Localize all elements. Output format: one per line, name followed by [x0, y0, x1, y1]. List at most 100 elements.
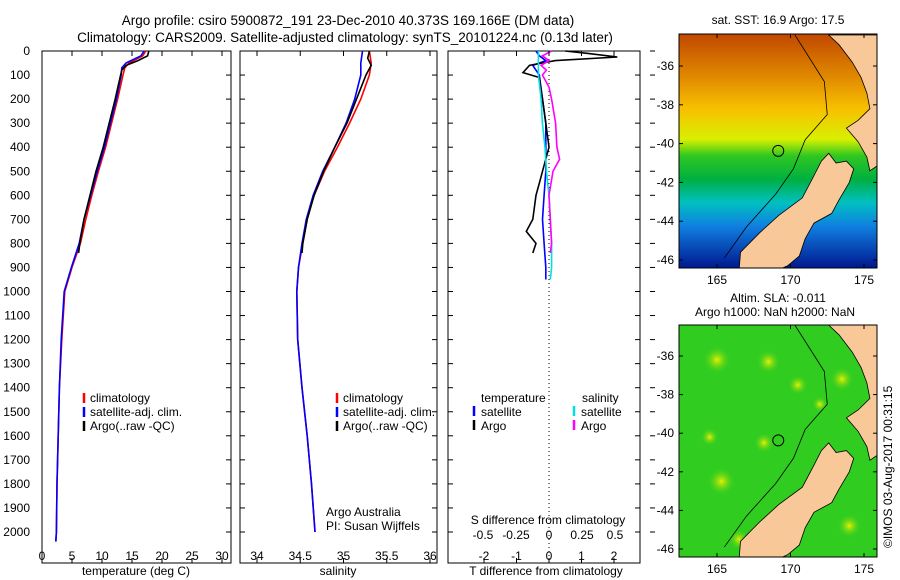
bathymetry-contour	[724, 34, 828, 259]
s-tick-label: 0	[546, 528, 553, 542]
depth-tick-label: 1900	[3, 501, 30, 515]
x-tick-label: 15	[125, 549, 139, 563]
temperature-lines	[55, 50, 150, 542]
lon-tick-label: 175	[854, 562, 874, 576]
series-line-satellite-adj-clim-	[55, 50, 145, 542]
temperature-x-ticks: 0 5 10 15 20 25 30	[39, 51, 229, 563]
series-line-t-satellite	[531, 50, 548, 280]
sst-map-axes: 165 170 175 -36 -38 -40 -42 -44 -46	[657, 34, 877, 287]
argo-position-marker[interactable]	[772, 144, 785, 157]
lat-tick-label: -40	[657, 137, 675, 151]
depth-tick-label: 900	[10, 260, 30, 274]
difference-x-ticks: -2 -1 0 1 2	[479, 51, 618, 563]
depth-tick-label: 1400	[3, 381, 30, 395]
depth-tick-label: 1200	[3, 333, 30, 347]
series-line-argo-raw-qc-	[301, 50, 373, 254]
legend-s-argo: Argo	[581, 419, 607, 433]
lat-tick-label: -44	[657, 503, 675, 517]
lat-tick-label: -46	[657, 542, 675, 556]
sla-map-subtitle: Argo h1000: NaN h2000: NaN	[695, 305, 855, 319]
argo-position-marker[interactable]	[772, 434, 785, 447]
depth-tick-label: 500	[10, 164, 30, 178]
land-south-island	[738, 442, 855, 557]
lat-tick-label: -40	[657, 426, 675, 440]
depth-axis: 0 100 200 300 400 500 600 700 800 900 1000 1100 1200…	[3, 44, 655, 539]
lat-tick-label: -46	[657, 253, 675, 267]
x-tick-label: 35	[337, 549, 351, 563]
depth-tick-label: 100	[10, 68, 30, 82]
legend-label: Argo(..raw -QC)	[343, 419, 428, 433]
lat-tick-label: -36	[657, 59, 675, 73]
legend-s-satellite: satellite	[581, 405, 622, 419]
land-north-island	[827, 34, 877, 172]
legend-temperature-title: temperature	[481, 391, 546, 405]
depth-tick-label: 2000	[3, 525, 30, 539]
salinity-panel-frame	[239, 50, 438, 564]
s-tick-label: 0.5	[607, 528, 624, 542]
lon-tick-label: 170	[780, 562, 800, 576]
legend-label: satellite-adj. clim.	[90, 405, 182, 419]
x-tick-label: 0	[39, 549, 46, 563]
sla-anomaly	[811, 396, 828, 413]
sla-anomaly	[707, 467, 736, 496]
lon-tick-label: 175	[854, 273, 874, 287]
x-tick-label: 0	[546, 549, 553, 563]
sst-map-frame	[678, 33, 878, 269]
lon-tick-label: 170	[780, 273, 800, 287]
sla-map-frame	[678, 324, 878, 558]
salinity-x-ticks: 34 34.5 35 35.5 36	[250, 51, 437, 563]
depth-tick-label: 800	[10, 236, 30, 250]
series-line-climatology	[55, 50, 147, 542]
series-line-climatology	[295, 50, 373, 533]
lat-tick-label: -44	[657, 214, 675, 228]
legend-salinity-title: salinity	[582, 391, 619, 405]
legend-label: Argo(..raw -QC)	[90, 419, 175, 433]
salinity-lines	[295, 50, 373, 533]
t-difference-label: T difference from climatology	[469, 564, 623, 578]
series-line-argo-raw-qc-	[77, 50, 150, 254]
sla-map-axes: 165 170 175 -36 -38 -40 -42 -44 -46	[657, 325, 877, 576]
x-tick-label: 5	[69, 549, 76, 563]
sst-map-title: sat. SST: 16.9 Argo: 17.5	[712, 13, 845, 27]
s-tick-label: -0.5	[473, 528, 494, 542]
copyright-stamp: ©IMOS 03-Aug-2017 00:31:15	[881, 385, 895, 548]
depth-tick-label: 200	[10, 92, 30, 106]
lat-tick-label: -42	[657, 175, 675, 189]
s-tick-label: 0.25	[570, 528, 594, 542]
annotation-pi: PI: Susan Wijffels	[326, 519, 420, 533]
legend-label: satellite-adj. clim.	[343, 405, 435, 419]
x-tick-label: 35.5	[375, 549, 399, 563]
land-south-island	[738, 152, 855, 268]
x-tick-label: 34.5	[289, 549, 313, 563]
x-tick-label: -2	[479, 549, 490, 563]
difference-panel: -2 -1 0 1 2 -0.5 -0.25 0 0.25 0.5 S difference f…	[447, 50, 641, 578]
difference-lines	[521, 50, 618, 280]
figure-title-line1: Argo profile: csiro 5900872_191 23-Dec-2…	[122, 13, 575, 28]
sst-map[interactable]	[679, 34, 879, 272]
lon-tick-label: 165	[707, 562, 727, 576]
depth-tick-label: 1800	[3, 477, 30, 491]
depth-tick-label: 400	[10, 140, 30, 154]
depth-tick-label: 300	[10, 116, 30, 130]
legend-t-satellite: satellite	[481, 405, 522, 419]
temperature-panel: 0 5 10 15 20 25 30 temperature (deg C) climato…	[39, 50, 232, 578]
sla-map[interactable]	[679, 325, 881, 561]
sla-map-title: Altim. SLA: -0.011	[730, 291, 826, 305]
depth-tick-label: 1600	[3, 429, 30, 443]
temperature-xlabel: temperature (deg C)	[82, 564, 190, 578]
depth-tick-label: 1500	[3, 405, 30, 419]
x-tick-label: 20	[155, 549, 169, 563]
salinity-panel: 34 34.5 35 35.5 36 salinity climatologysatel…	[239, 50, 438, 578]
bathymetry-contour	[724, 325, 828, 548]
s-difference-label: S difference from climatology	[471, 513, 626, 527]
figure-title-line2: Climatology: CARS2009. Satellite-adjuste…	[77, 30, 613, 45]
s-tick-label: -0.25	[502, 528, 530, 542]
sla-anomaly	[700, 428, 719, 447]
difference-s-ticks: -0.5 -0.25 0 0.25 0.5	[473, 528, 624, 542]
legend-label: climatology	[343, 391, 403, 405]
annotation-argo-australia: Argo Australia	[326, 505, 401, 519]
x-tick-label: 34	[250, 549, 264, 563]
x-tick-label: 1	[578, 549, 585, 563]
